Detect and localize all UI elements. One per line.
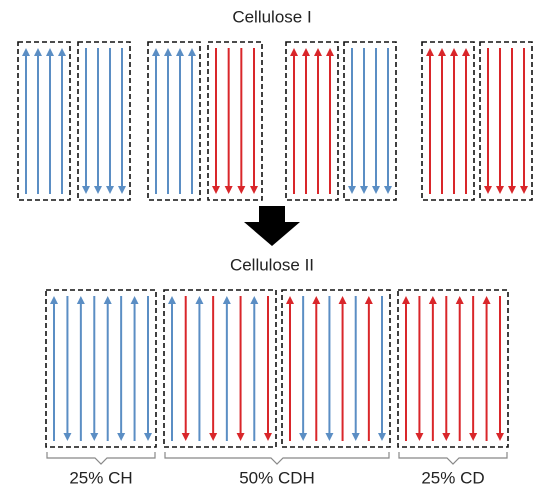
arrow-head xyxy=(152,48,160,56)
arrow-head xyxy=(130,296,139,304)
arrow-head xyxy=(58,48,66,56)
arrow-head xyxy=(508,186,516,194)
dashed-box xyxy=(45,289,157,448)
brace xyxy=(46,452,156,465)
arrow-head xyxy=(188,48,196,56)
arrow-head xyxy=(496,186,504,194)
arrow-head xyxy=(314,48,322,56)
arrow-head xyxy=(338,296,347,304)
chain-box xyxy=(163,289,277,448)
arrow-head xyxy=(82,186,90,194)
arrow-head xyxy=(326,48,334,56)
chain-box xyxy=(281,289,391,448)
arrow-head xyxy=(360,186,368,194)
transition-arrow xyxy=(244,206,300,246)
brace xyxy=(398,452,508,465)
arrow-head xyxy=(286,296,294,304)
arrow-head xyxy=(117,433,126,441)
title-top: Cellulose I xyxy=(232,7,311,26)
arrow-head xyxy=(442,433,451,441)
chain-box xyxy=(207,41,263,201)
group-label: 50% CDH xyxy=(239,468,315,487)
group-label: 25% CH xyxy=(69,468,132,487)
dashed-box xyxy=(207,41,263,201)
arrow-head xyxy=(462,48,470,56)
arrow-head xyxy=(106,186,114,194)
arrow-head xyxy=(496,433,504,441)
arrow-head xyxy=(364,296,373,304)
arrow-head xyxy=(372,186,380,194)
arrow-head xyxy=(168,296,176,304)
arrow-head xyxy=(209,433,218,441)
arrow-head xyxy=(237,186,246,194)
arrow-head xyxy=(520,186,528,194)
arrow-head xyxy=(90,433,99,441)
arrow-head xyxy=(50,296,58,304)
arrow-head xyxy=(76,296,85,304)
arrow-head xyxy=(236,433,245,441)
dashed-box xyxy=(343,41,397,201)
dashed-box xyxy=(163,289,277,448)
arrow-head xyxy=(103,296,112,304)
arrow-head xyxy=(224,186,233,194)
arrow-head xyxy=(450,48,458,56)
arrow-head xyxy=(250,186,258,194)
chain-box xyxy=(343,41,397,201)
arrow-head xyxy=(164,48,172,56)
dashed-box xyxy=(421,41,475,201)
chain-box xyxy=(77,41,131,201)
arrow-head xyxy=(46,48,54,56)
chain-box xyxy=(147,41,201,201)
arrow-head xyxy=(264,433,272,441)
dashed-box xyxy=(397,289,509,448)
arrow-head xyxy=(384,186,392,194)
arrow-head xyxy=(484,186,492,194)
arrow-head xyxy=(426,48,434,56)
dashed-box xyxy=(147,41,201,201)
arrow-head xyxy=(176,48,184,56)
chain-box xyxy=(17,41,71,201)
arrow-head xyxy=(438,48,446,56)
arrow-head xyxy=(312,296,321,304)
arrow-head xyxy=(455,296,464,304)
dashed-box xyxy=(77,41,131,201)
arrow-head xyxy=(250,296,259,304)
arrow-head xyxy=(428,296,437,304)
arrow-head xyxy=(402,296,410,304)
dashed-box xyxy=(285,41,339,201)
arrow-head xyxy=(378,433,386,441)
chain-box xyxy=(45,289,157,448)
group-label: 25% CD xyxy=(421,468,484,487)
arrow-head xyxy=(94,186,102,194)
chain-box xyxy=(397,289,509,448)
dashed-box xyxy=(281,289,391,448)
dashed-box xyxy=(479,41,533,201)
arrow-head xyxy=(63,433,72,441)
arrow-head xyxy=(469,433,478,441)
arrow-head xyxy=(181,433,190,441)
arrow-head xyxy=(22,48,30,56)
title-bottom: Cellulose II xyxy=(230,255,314,274)
arrow-head xyxy=(348,186,356,194)
chain-box xyxy=(421,41,475,201)
arrow-head xyxy=(482,296,491,304)
arrow-head xyxy=(222,296,231,304)
arrow-head xyxy=(302,48,310,56)
dashed-box xyxy=(17,41,71,201)
arrow-head xyxy=(299,433,308,441)
arrow-head xyxy=(290,48,298,56)
arrow-head xyxy=(351,433,360,441)
arrow-head xyxy=(144,433,152,441)
chain-box xyxy=(285,41,339,201)
chain-box xyxy=(479,41,533,201)
arrow-head xyxy=(34,48,42,56)
arrow-head xyxy=(195,296,204,304)
arrow-head xyxy=(212,186,220,194)
arrow-head xyxy=(415,433,424,441)
arrow-head xyxy=(118,186,126,194)
brace xyxy=(164,452,390,465)
arrow-head xyxy=(325,433,334,441)
